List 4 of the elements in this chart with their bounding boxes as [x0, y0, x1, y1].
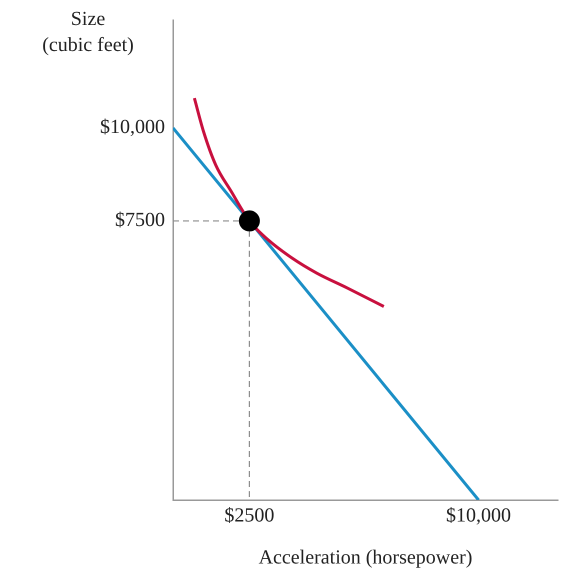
x-axis-title: Acceleration (horsepower): [258, 546, 472, 568]
y-axis-title: Size (cubic feet): [41, 7, 135, 58]
x-tick-label: $2500: [224, 504, 274, 526]
y-tick-label: $7500: [115, 209, 165, 232]
